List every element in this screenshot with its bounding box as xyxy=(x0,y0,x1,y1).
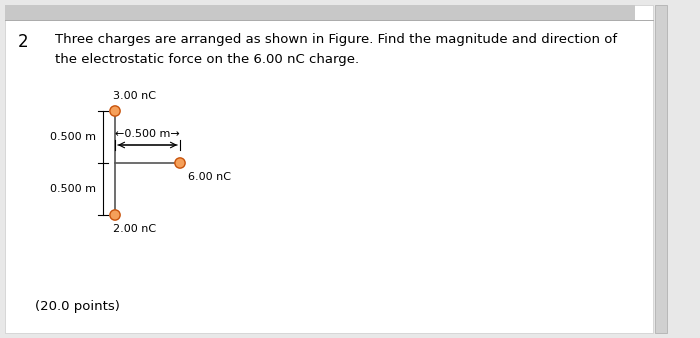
Text: ←0.500 m→: ←0.500 m→ xyxy=(115,129,180,139)
Text: 3.00 nC: 3.00 nC xyxy=(113,91,156,101)
Text: 0.500 m: 0.500 m xyxy=(50,184,96,194)
Circle shape xyxy=(175,158,185,168)
Bar xyxy=(5,5,635,20)
Circle shape xyxy=(110,210,120,220)
Text: 2.00 nC: 2.00 nC xyxy=(113,224,156,234)
Text: 6.00 nC: 6.00 nC xyxy=(188,172,231,182)
Circle shape xyxy=(110,106,120,116)
Text: the electrostatic force on the 6.00 nC charge.: the electrostatic force on the 6.00 nC c… xyxy=(55,53,359,66)
Text: 2: 2 xyxy=(18,33,29,51)
Text: Three charges are arranged as shown in Figure. Find the magnitude and direction : Three charges are arranged as shown in F… xyxy=(55,33,617,46)
Text: 0.500 m: 0.500 m xyxy=(50,132,96,142)
Text: (20.0 points): (20.0 points) xyxy=(35,300,120,313)
Bar xyxy=(655,5,667,333)
